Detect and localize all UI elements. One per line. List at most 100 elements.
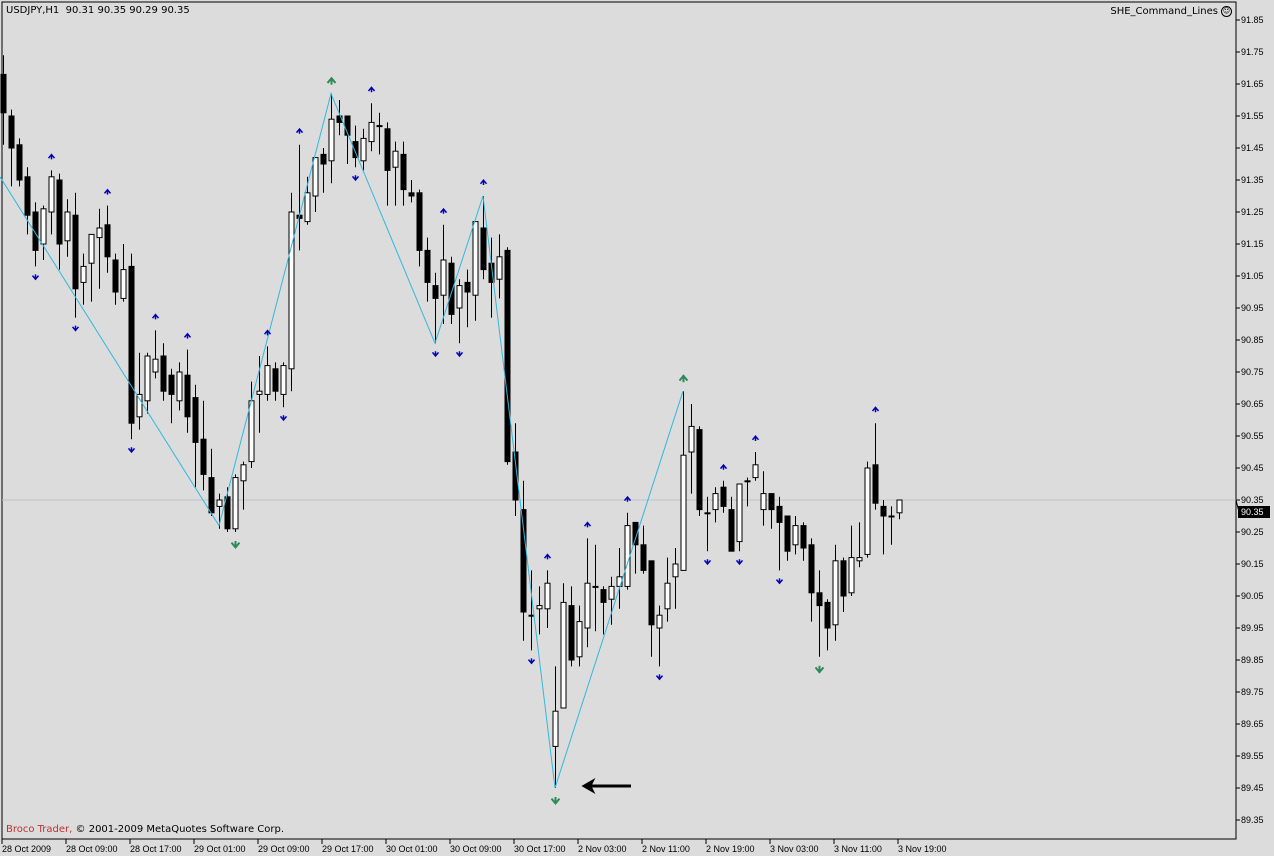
- candle-body-bull: [864, 467, 871, 555]
- candle: [640, 525, 647, 574]
- price-tick-label: 90.25: [1241, 527, 1264, 537]
- arrow-left-icon: [581, 778, 596, 794]
- price-tick-label: 91.55: [1241, 111, 1264, 121]
- candle: [592, 544, 599, 632]
- candle-body-bear: [208, 477, 215, 514]
- candle: [456, 279, 463, 344]
- candle-body-bull: [96, 227, 103, 239]
- candle: [760, 471, 767, 526]
- candle: [704, 496, 711, 552]
- candle: [32, 202, 39, 267]
- candle-body-bear: [696, 429, 703, 511]
- candle-body-bear: [840, 560, 847, 597]
- candle-body-bear: [56, 179, 63, 245]
- candle: [632, 521, 639, 574]
- candle: [320, 148, 327, 193]
- price-tick-label: 90.35: [1241, 495, 1264, 505]
- candle-body-bull: [232, 477, 239, 530]
- candle-body-bull: [440, 259, 447, 296]
- candle-body-bull: [664, 582, 671, 610]
- candle-body-bear: [432, 285, 439, 299]
- candle: [576, 605, 583, 667]
- candle: [8, 109, 15, 187]
- up-arrow-icon: [751, 435, 760, 441]
- candle: [848, 525, 855, 596]
- candle-body-bear: [504, 249, 511, 463]
- candle-body-bull: [856, 557, 863, 562]
- candle: [808, 538, 815, 622]
- candle: [48, 170, 55, 235]
- indicator-name: SHE_Command_Lines: [1110, 6, 1218, 17]
- candle-body-bull: [304, 192, 311, 223]
- candle: [840, 557, 847, 612]
- candle-body-bear: [160, 355, 167, 392]
- candle-body-bear: [632, 521, 639, 546]
- price-tick-label: 91.35: [1241, 175, 1264, 185]
- candle: [80, 253, 87, 305]
- price-tick-label: 89.55: [1241, 751, 1264, 761]
- candle: [144, 352, 151, 414]
- candle: [416, 189, 423, 267]
- down-arrow-icon: [550, 797, 561, 805]
- candle-body-bear: [0, 73, 7, 114]
- candle-body-bull: [584, 582, 591, 629]
- candle-body-bear: [192, 397, 199, 443]
- candle-body-bull: [472, 221, 479, 296]
- candle-body-bull: [256, 390, 263, 395]
- time-tick-label: 3 Nov 19:00: [898, 844, 947, 854]
- time-tick-label: 3 Nov 03:00: [770, 844, 819, 854]
- candle: [504, 247, 511, 465]
- candle: [584, 538, 591, 648]
- candle-body-bear: [416, 192, 423, 251]
- time-tick-label: 29 Oct 17:00: [322, 844, 374, 854]
- candle: [560, 583, 567, 709]
- candle: [536, 586, 543, 635]
- ohlc-readout: 90.31 90.35 90.29 90.35: [65, 5, 190, 16]
- candle: [56, 173, 63, 270]
- candle-body-bull: [392, 150, 399, 168]
- candle: [408, 180, 415, 203]
- candle: [480, 196, 487, 280]
- candle-body-bull: [288, 211, 295, 370]
- up-arrow-icon: [678, 374, 689, 383]
- candle-body-bear: [872, 464, 879, 504]
- candle-body-bear: [8, 115, 15, 149]
- down-arrow-icon: [655, 674, 664, 681]
- candle-body-bull: [656, 614, 663, 629]
- candle-body-bull: [216, 499, 223, 507]
- candle-body-bull: [144, 355, 151, 402]
- candle: [136, 352, 143, 430]
- candle-body-bear: [464, 281, 471, 293]
- price-tick-label: 89.85: [1241, 655, 1264, 665]
- candle-body-bull: [368, 121, 375, 143]
- price-tick-label: 91.45: [1241, 143, 1264, 153]
- candle-body-bear: [408, 192, 415, 197]
- candle: [384, 122, 391, 206]
- price-tick-label: 89.95: [1241, 623, 1264, 633]
- candle: [424, 237, 431, 302]
- candle-body-bull: [88, 233, 95, 264]
- candle-body-bear: [24, 176, 31, 216]
- broker-name: Broco Trader,: [6, 824, 73, 835]
- time-tick-label: 2 Nov 03:00: [578, 844, 627, 854]
- down-arrow-icon: [279, 415, 288, 422]
- candle-body-bear: [808, 544, 815, 594]
- candle-body-bear: [640, 544, 647, 571]
- candle-body-bull: [248, 400, 255, 463]
- symbol-timeframe: USDJPY,H1: [6, 5, 60, 16]
- up-arrow-icon: [543, 553, 552, 560]
- candle: [568, 586, 575, 667]
- time-tick-label: 3 Nov 11:00: [834, 844, 882, 854]
- candle: [264, 346, 271, 401]
- candle-body-bear: [720, 486, 727, 507]
- candle: [176, 362, 183, 411]
- candle-body-bear: [816, 592, 823, 607]
- candle: [112, 253, 119, 305]
- candle: [744, 477, 751, 507]
- candle: [544, 570, 551, 628]
- candle: [400, 141, 407, 206]
- candle-body-bull: [792, 525, 799, 546]
- candle-body-bear: [200, 438, 207, 475]
- candle-body-bull: [528, 614, 535, 617]
